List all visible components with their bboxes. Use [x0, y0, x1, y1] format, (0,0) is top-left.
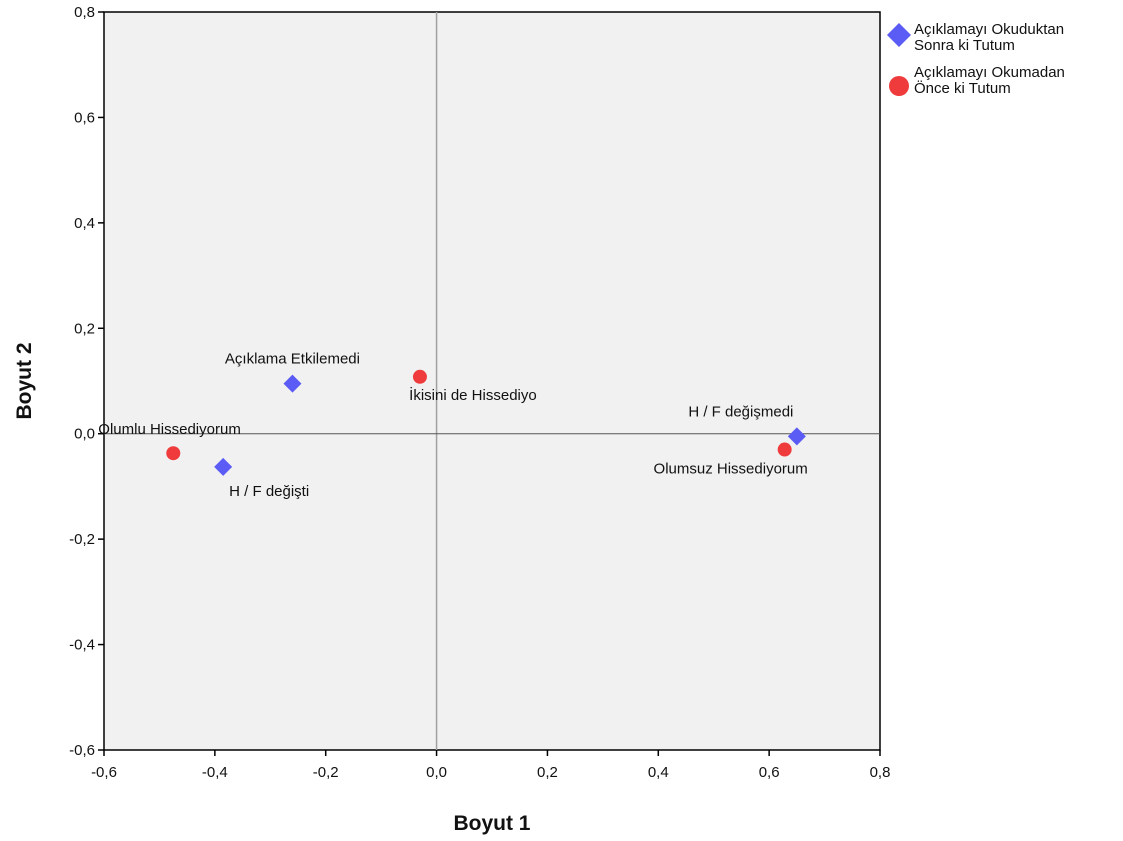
y-tick-label: 0,2 [74, 320, 95, 337]
y-tick-label: 0,4 [74, 215, 95, 232]
legend-label-line: Açıklamayı Okumadan [914, 64, 1065, 81]
point-label: H / F değişti [229, 483, 309, 500]
point-label: Açıklama Etkilemedi [225, 351, 360, 368]
point-label: H / F değişmedi [688, 403, 793, 420]
x-tick-label: 0,2 [537, 764, 558, 781]
legend-circle-marker [889, 76, 909, 96]
y-axis-title: Boyut 2 [13, 342, 36, 419]
circle-point [412, 369, 427, 384]
series-layer [166, 369, 806, 476]
x-tick-label: 0,8 [870, 764, 891, 781]
y-tick-label: 0,6 [74, 109, 95, 126]
y-tick-label: 0,0 [74, 426, 95, 443]
y-tick-label: -0,4 [69, 637, 95, 654]
y-tick-label: -0,2 [69, 531, 95, 548]
legend-label-line: Önce ki Tutum [914, 79, 1011, 97]
diamond-point [214, 457, 233, 476]
point-label: Olumsuz Hissediyorum [654, 461, 808, 478]
x-tick-label: -0,4 [202, 764, 228, 781]
x-tick-label: -0,2 [313, 764, 339, 781]
point-labels: Açıklama Etkilemedi H / F değişti H / F de… [98, 351, 807, 500]
point-label: Olumlu Hissediyorum [98, 421, 241, 438]
legend-diamond-marker [887, 23, 911, 47]
plot-area [103, 11, 881, 751]
circle-point [166, 446, 181, 461]
y-tick-label: -0,6 [69, 742, 95, 759]
legend-label-line: Açıklamayı Okuduktan [914, 21, 1064, 38]
x-tick-label: 0,4 [648, 764, 669, 781]
diamond-point [787, 427, 806, 446]
y-tick-label: 0,8 [74, 4, 95, 21]
diamond-point [283, 374, 302, 393]
circle-point [777, 442, 792, 457]
x-tick-label: 0,0 [426, 764, 447, 781]
y-axis: -0,6 -0,4 -0,2 0,0 0,2 0,4 0,6 0,8 [69, 4, 104, 759]
x-axis: -0,6 -0,4 -0,2 0,0 0,2 0,4 0,6 0,8 [91, 750, 890, 781]
x-axis-title: Boyut 1 [453, 812, 530, 835]
x-tick-label: 0,6 [759, 764, 780, 781]
legend-label-line: Sonra ki Tutum [914, 37, 1015, 54]
x-tick-label: -0,6 [91, 764, 117, 781]
point-label: İkisini de Hissediyo [409, 386, 537, 404]
